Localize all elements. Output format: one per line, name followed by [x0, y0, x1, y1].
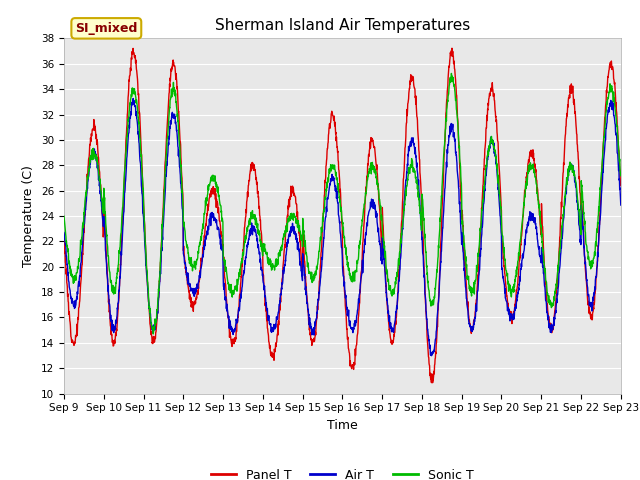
- Text: SI_mixed: SI_mixed: [75, 22, 138, 35]
- Title: Sherman Island Air Temperatures: Sherman Island Air Temperatures: [215, 18, 470, 33]
- Y-axis label: Temperature (C): Temperature (C): [22, 165, 35, 267]
- Legend: Panel T, Air T, Sonic T: Panel T, Air T, Sonic T: [206, 464, 479, 480]
- X-axis label: Time: Time: [327, 419, 358, 432]
